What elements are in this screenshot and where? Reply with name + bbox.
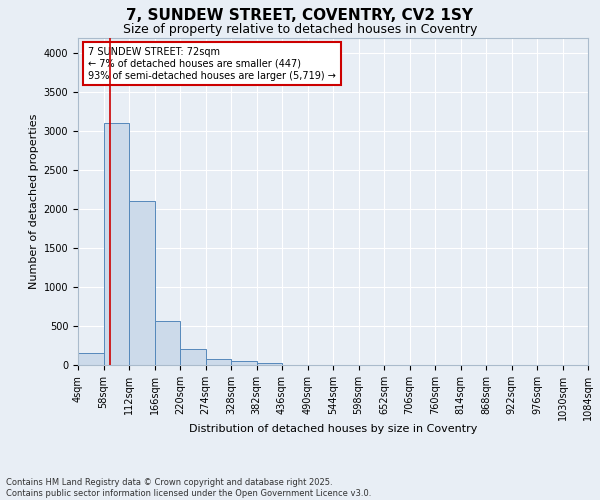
Text: 7, SUNDEW STREET, COVENTRY, CV2 1SY: 7, SUNDEW STREET, COVENTRY, CV2 1SY — [127, 8, 473, 22]
Bar — [155, 320, 180, 365]
Text: Contains HM Land Registry data © Crown copyright and database right 2025.
Contai: Contains HM Land Registry data © Crown c… — [6, 478, 371, 498]
Bar — [78, 354, 104, 365]
Bar — [231, 361, 257, 365]
Bar — [206, 359, 231, 365]
Bar — [180, 348, 205, 365]
Text: Size of property relative to detached houses in Coventry: Size of property relative to detached ho… — [123, 22, 477, 36]
Bar — [257, 362, 282, 365]
Y-axis label: Number of detached properties: Number of detached properties — [29, 114, 40, 289]
Text: 7 SUNDEW STREET: 72sqm
← 7% of detached houses are smaller (447)
93% of semi-det: 7 SUNDEW STREET: 72sqm ← 7% of detached … — [88, 48, 336, 80]
Bar — [129, 201, 155, 365]
Bar — [104, 124, 129, 365]
X-axis label: Distribution of detached houses by size in Coventry: Distribution of detached houses by size … — [189, 424, 477, 434]
